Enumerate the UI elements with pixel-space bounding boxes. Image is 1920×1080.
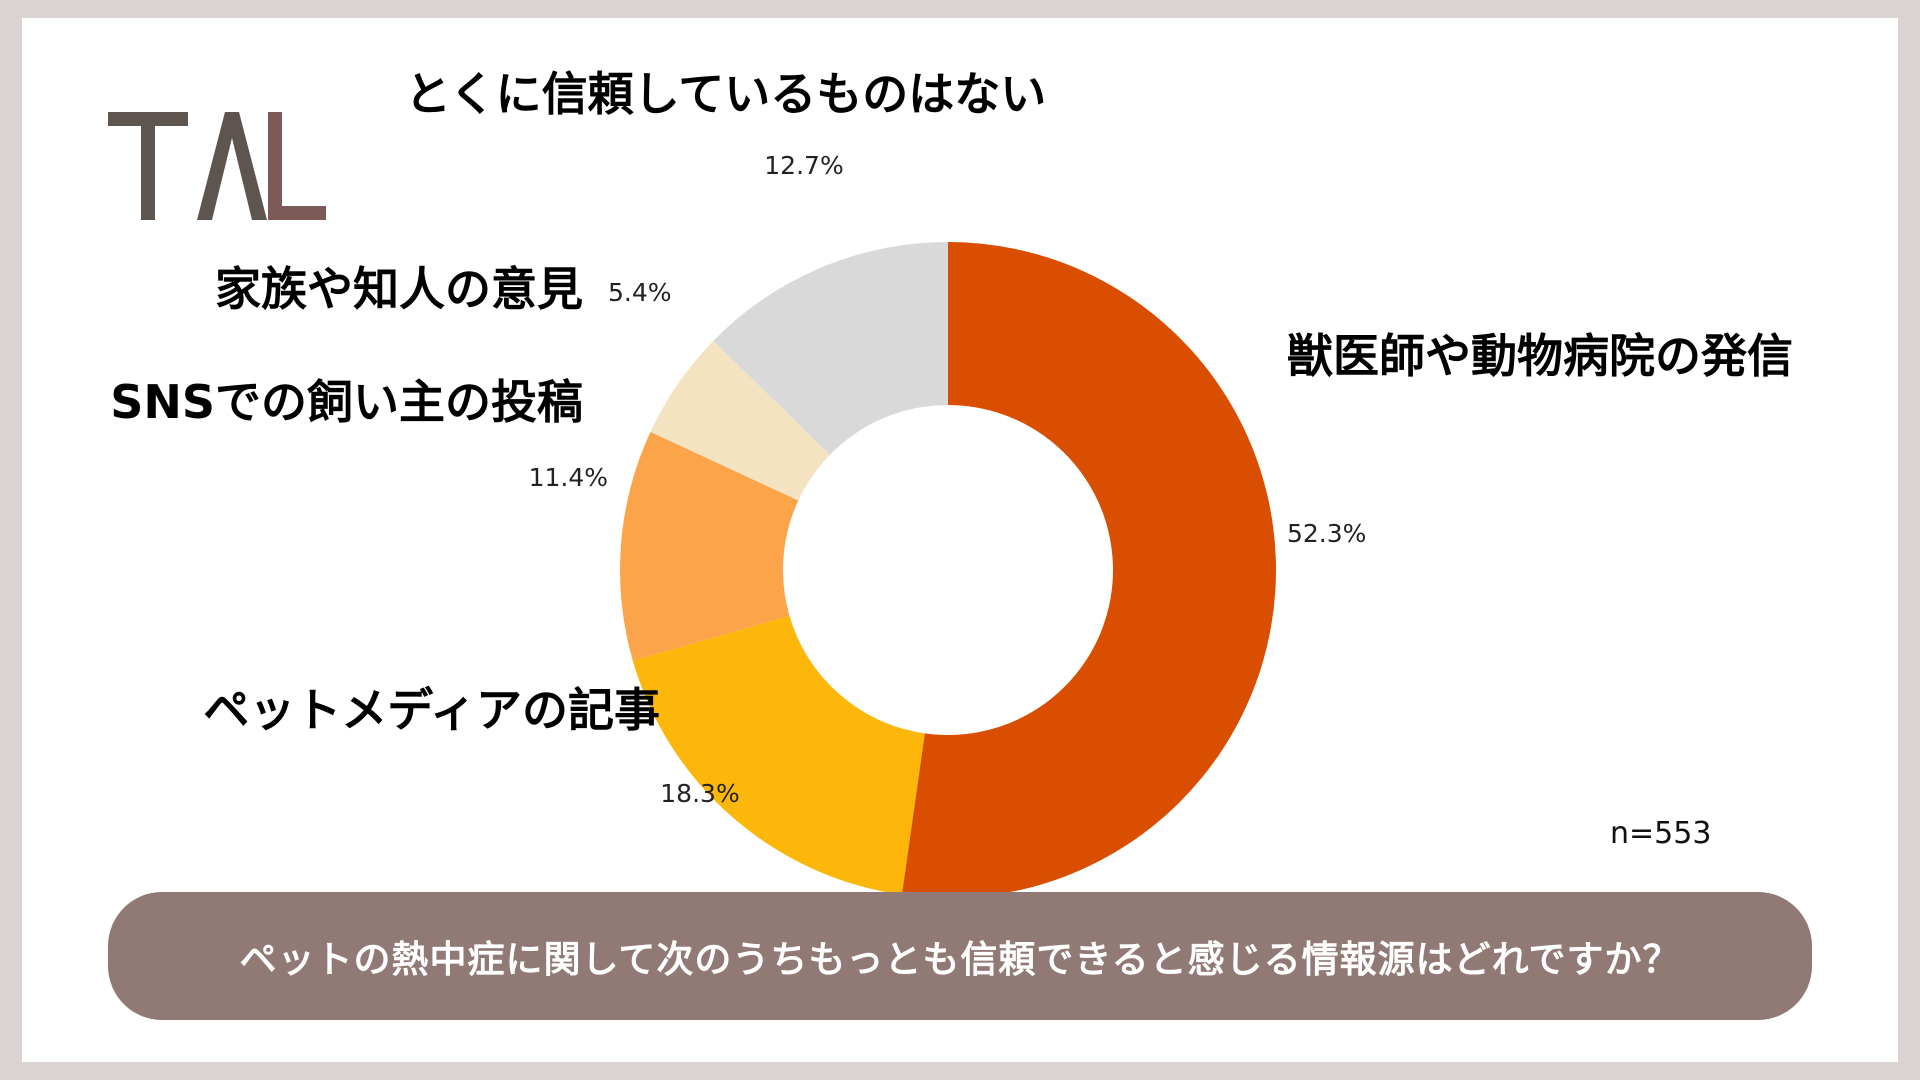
value-label-pet-media: 18.3% (660, 779, 739, 808)
category-label-family-friends: 家族や知人の意見 (215, 262, 583, 316)
value-label-none: 12.7% (764, 151, 843, 180)
slice-family-friends (650, 340, 830, 501)
category-label-veterinary: 獣医師や動物病院の発信 (1287, 329, 1793, 383)
slice-veterinary (901, 242, 1276, 899)
slice-sns-owners (620, 431, 799, 661)
donut-slices (620, 242, 1276, 899)
slice-pet-media (632, 615, 925, 895)
logo-a-shape (197, 112, 267, 220)
slice-none (713, 242, 948, 455)
value-label-sns-owners: 11.4% (529, 463, 608, 492)
question-banner: ペットの熱中症に関して次のうちもっとも信頼できると感じる情報源はどれですか？ (108, 892, 1812, 1020)
logo-a-dot-left (218, 138, 226, 146)
logo-a-dot-right (238, 138, 246, 146)
logo-l-foot (268, 206, 326, 220)
question-text: ペットの熱中症に関して次のうちもっとも信頼できると感じる情報源はどれですか？ (239, 938, 1681, 981)
logo-l-stem (268, 112, 282, 220)
category-label-none: とくに信頼しているものはない (405, 67, 1046, 121)
category-label-sns-owners: SNSでの飼い主の投稿 (110, 375, 583, 429)
donut-labels: 獣医師や動物病院の発信 52.3% ペットメディアの記事 18.3% SNSでの飼い主の… (110, 67, 1793, 808)
tal-logo (108, 112, 326, 220)
logo-t-stem (141, 112, 155, 220)
sample-size: n=553 (1610, 816, 1712, 851)
category-label-pet-media: ペットメディアの記事 (203, 683, 660, 737)
value-label-family-friends: 5.4% (608, 278, 672, 307)
value-label-veterinary: 52.3% (1287, 519, 1366, 548)
